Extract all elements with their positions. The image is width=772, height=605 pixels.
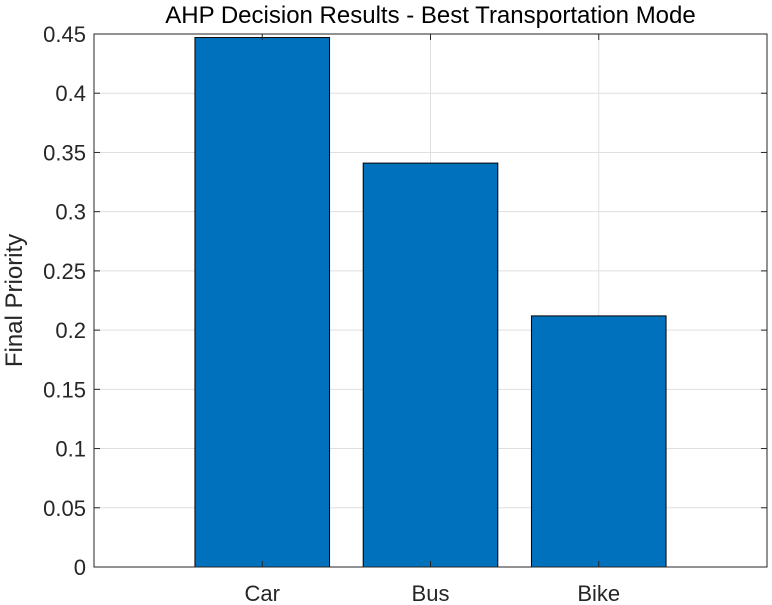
chart-title: AHP Decision Results - Best Transportati… bbox=[165, 2, 695, 29]
y-axis-label: Final Priority bbox=[1, 234, 28, 367]
bar-car bbox=[194, 37, 331, 568]
y-tick-label: 0 bbox=[74, 555, 86, 580]
y-tick-label: 0.2 bbox=[55, 318, 86, 343]
x-tick-label: Bus bbox=[412, 581, 450, 605]
y-tick-label: 0.25 bbox=[43, 259, 86, 284]
x-tick-label: Bike bbox=[577, 581, 620, 605]
y-tick-label: 0.35 bbox=[43, 140, 86, 165]
y-tick-label: 0.15 bbox=[43, 377, 86, 402]
y-tick-label: 0.4 bbox=[55, 81, 86, 106]
y-tick-label: 0.05 bbox=[43, 496, 86, 521]
y-tick-label: 0.3 bbox=[55, 200, 86, 225]
ticks-layer bbox=[94, 33, 767, 568]
x-tick-label: Car bbox=[245, 581, 280, 605]
bar-bike bbox=[530, 315, 667, 568]
y-tick-label: 0.1 bbox=[55, 437, 86, 462]
bars-layer bbox=[194, 37, 667, 568]
bar-bus bbox=[362, 162, 499, 568]
y-tick-label: 0.45 bbox=[43, 22, 86, 47]
labels-layer: 0 0.05 0.1 0.15 0.2 0.25 0.3 0.35 0.4 0.45 Car Bus B… bbox=[43, 22, 620, 605]
